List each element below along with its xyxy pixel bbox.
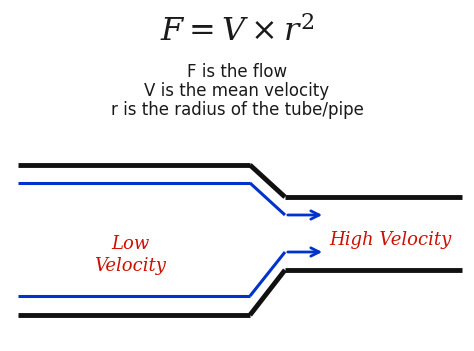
Text: F is the flow: F is the flow	[187, 63, 287, 81]
Text: $F = V \times r^2$: $F = V \times r^2$	[160, 16, 314, 48]
Text: r is the radius of the tube/pipe: r is the radius of the tube/pipe	[110, 101, 364, 119]
Text: High Velocity: High Velocity	[329, 231, 451, 249]
Text: Low
Velocity: Low Velocity	[94, 235, 166, 275]
Text: V is the mean velocity: V is the mean velocity	[145, 82, 329, 100]
